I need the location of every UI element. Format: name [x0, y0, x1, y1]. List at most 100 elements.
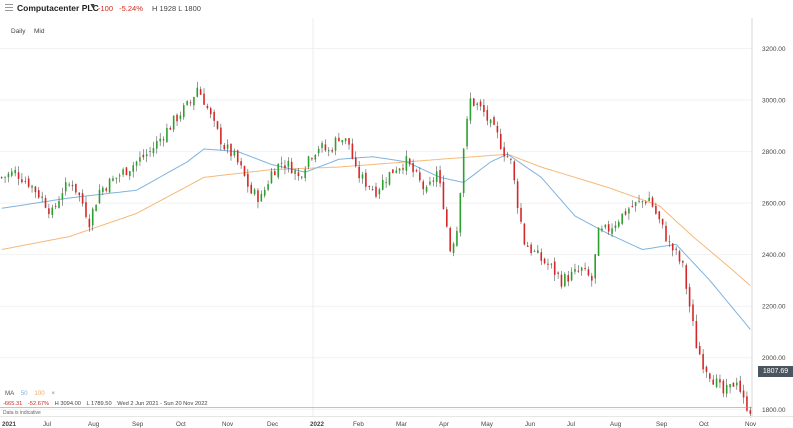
candle-body — [139, 157, 141, 162]
candle-body — [236, 150, 239, 163]
candle-body — [675, 248, 677, 250]
candle-body — [179, 115, 182, 120]
x-tick-label: Sep — [656, 421, 668, 428]
candle-body — [193, 97, 195, 106]
candle-body — [358, 166, 360, 179]
candle-body — [709, 373, 711, 379]
candle-body — [270, 171, 273, 184]
candle-body — [14, 169, 16, 174]
candle-body — [91, 208, 94, 226]
candle-body — [388, 171, 391, 185]
y-tick-label: 2400.00 — [762, 252, 786, 259]
candle-body — [499, 133, 502, 150]
candle-body — [253, 189, 256, 195]
candle-body — [483, 105, 485, 112]
range-high: H 3094.00 — [54, 401, 81, 407]
x-tick-label: Dec — [267, 421, 278, 428]
x-tick-label: Oct — [699, 421, 709, 428]
candle-body — [682, 261, 684, 263]
candle-body — [64, 182, 67, 192]
candle-body — [398, 168, 401, 171]
candle-body — [698, 346, 701, 355]
candle-body — [327, 150, 330, 152]
candle-body — [719, 379, 721, 383]
candle-body — [247, 173, 249, 187]
candle-body — [196, 87, 199, 97]
candle-body — [530, 244, 532, 254]
candle-body — [533, 250, 536, 252]
candle-body — [301, 176, 303, 178]
price-change: -100 -5.24% — [98, 4, 143, 13]
close-icon[interactable]: × — [51, 390, 55, 397]
candle-body — [570, 271, 573, 281]
candle-body — [692, 304, 694, 322]
candle-body — [523, 223, 526, 245]
candle-body — [125, 167, 128, 176]
candle-body — [41, 196, 43, 198]
candle-body — [338, 137, 340, 142]
candle-body — [516, 181, 519, 209]
x-axis-divider — [0, 416, 793, 417]
candle-body — [129, 171, 131, 177]
candle-body — [321, 143, 323, 148]
candle-body — [230, 144, 232, 157]
candle-body — [206, 105, 209, 109]
candle-body — [341, 140, 344, 143]
candle-body — [607, 224, 610, 232]
candle-body — [560, 274, 563, 287]
instrument-title[interactable]: Computacenter PLC — [17, 3, 99, 13]
candle-body — [422, 181, 425, 190]
candle-body — [267, 184, 269, 190]
candle-body — [277, 163, 280, 178]
candle-body — [506, 156, 509, 158]
candle-body — [655, 205, 657, 214]
ma50-label[interactable]: 50 — [20, 390, 28, 397]
candle-body — [108, 178, 111, 193]
candle-body — [88, 218, 91, 228]
timeframe-selector[interactable]: Daily — [11, 28, 26, 35]
candle-body — [263, 189, 266, 196]
candle-body — [311, 158, 313, 160]
candle-body — [381, 179, 384, 190]
candle-body — [7, 173, 10, 178]
ma-legend: MA 50 100 × — [5, 390, 55, 397]
candle-body — [172, 115, 175, 130]
candle-body — [668, 241, 671, 243]
candle-body — [617, 221, 620, 227]
candle-body — [54, 205, 57, 207]
candle-body — [493, 117, 495, 125]
candle-body — [425, 187, 428, 192]
candle-body — [24, 180, 27, 182]
candle-body — [705, 366, 708, 373]
x-tick-label: Jul — [43, 421, 51, 428]
candle-body — [287, 160, 290, 167]
candle-body — [419, 172, 421, 181]
candle-body — [354, 157, 357, 167]
ma100-label[interactable]: 100 — [34, 390, 45, 397]
candle-body — [466, 118, 468, 147]
x-tick-label: Aug — [610, 421, 622, 428]
candle-body — [614, 225, 617, 229]
candle-body — [216, 121, 219, 129]
x-tick-label: Aug — [88, 421, 100, 428]
candle-body — [176, 114, 178, 122]
candle-body — [334, 137, 337, 151]
candle-body — [199, 89, 202, 95]
chevron-down-icon[interactable]: ▼ — [89, 3, 96, 10]
candle-body — [462, 148, 465, 194]
y-tick-label: 1800.00 — [762, 407, 786, 414]
candle-body — [644, 201, 647, 204]
price-type-selector[interactable]: Mid — [34, 28, 45, 35]
candle-body — [526, 245, 529, 247]
candle-body — [695, 320, 698, 349]
x-tick-label: Mar — [396, 421, 407, 428]
candle-body — [105, 188, 108, 191]
drag-handle-icon[interactable] — [5, 4, 13, 14]
candle-body — [749, 410, 752, 414]
candle-body — [722, 380, 725, 394]
candle-body — [162, 139, 165, 141]
candle-body — [685, 265, 688, 289]
candle-body — [257, 190, 259, 203]
candle-body — [715, 378, 718, 387]
